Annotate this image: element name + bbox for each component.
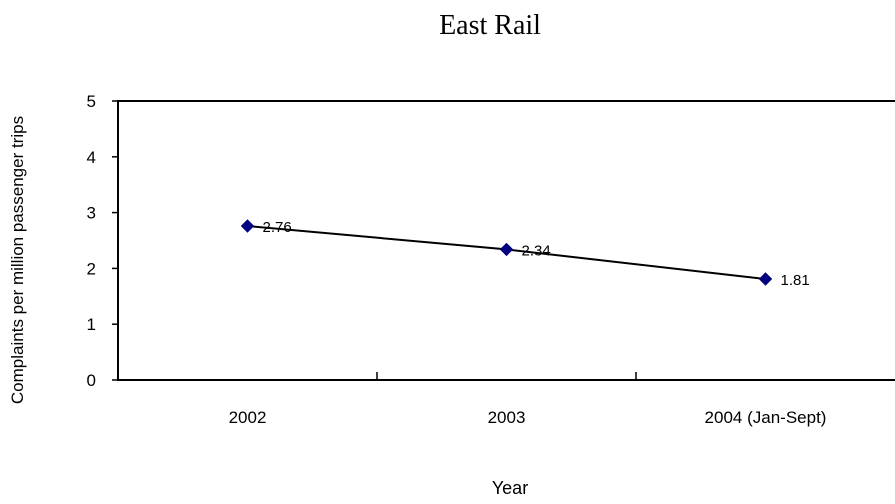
y-tick-label: 1 [87,315,96,334]
x-tick-label: 2004 (Jan-Sept) [705,408,827,427]
x-tick-label: 2003 [488,408,526,427]
data-label: 2.34 [522,242,551,259]
y-tick-label: 2 [87,259,96,278]
chart-title: East Rail [439,10,541,41]
y-tick-label: 0 [87,371,96,390]
x-axis-label: Year [491,478,529,498]
plot-frame [117,100,895,381]
data-label: 1.81 [781,272,810,289]
y-tick-label: 3 [87,204,96,223]
x-tick-label: 2002 [229,408,267,427]
data-label: 2.76 [263,219,292,236]
data-point-marker [499,242,514,257]
data-point-marker [758,272,773,286]
y-tick-label: 4 [87,148,96,167]
y-tick-label: 5 [87,92,96,111]
data-point-marker [240,219,255,233]
